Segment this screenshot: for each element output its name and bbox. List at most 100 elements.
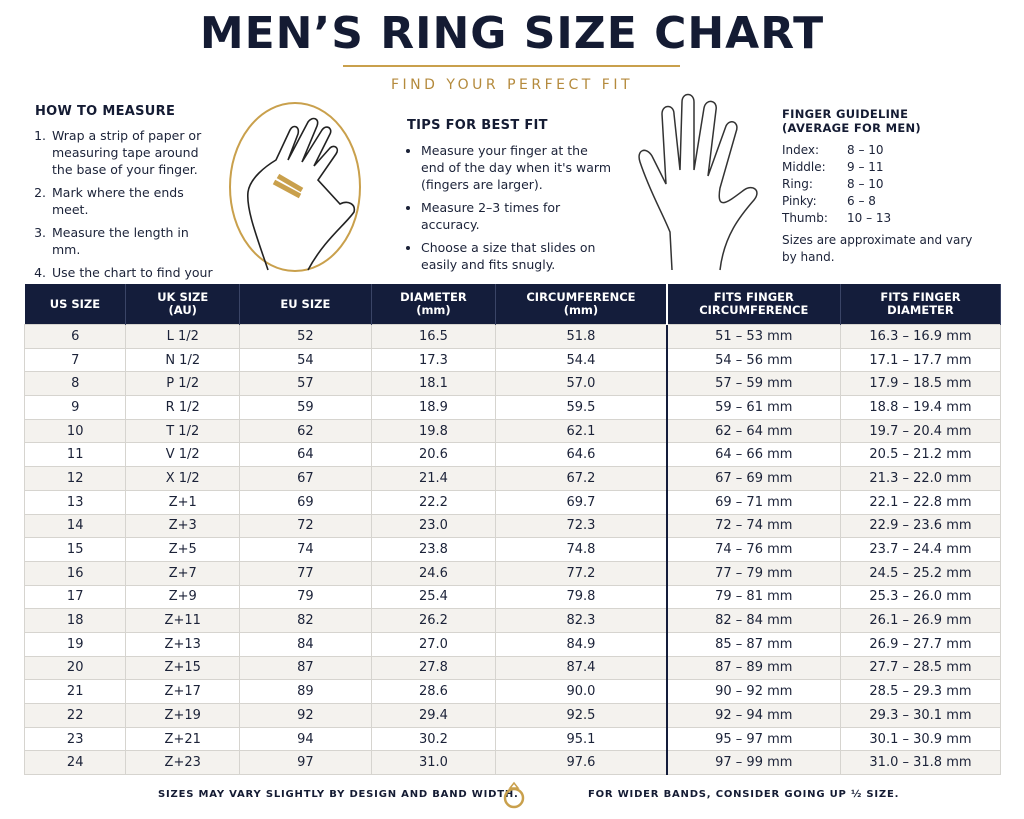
table-cell: 24.5 – 25.2 mm xyxy=(839,560,1002,586)
table-cell: 87.4 xyxy=(495,655,668,681)
table-cell: 97 xyxy=(239,750,372,776)
table-cell: 82.3 xyxy=(495,608,668,633)
table-cell: P 1/2 xyxy=(125,371,241,397)
table-cell: 31.0 – 31.8 mm xyxy=(839,750,1002,776)
step: Wrap a strip of paper or measuring tape … xyxy=(50,127,215,178)
table-cell: N 1/2 xyxy=(125,347,241,373)
table-cell: 17.9 – 18.5 mm xyxy=(839,371,1002,397)
table-row: 12 X 1/2 67 21.4 67.2 67 – 69 mm 21.3 – 22.0 m… xyxy=(23,466,1002,491)
table-row: 13 Z+1 69 22.2 69.7 69 – 71 mm 22.1 – 22.8 mm xyxy=(23,489,1002,515)
table-cell: 54.4 xyxy=(495,347,668,373)
table-cell: 19.7 – 20.4 mm xyxy=(839,418,1002,444)
hand-illustration xyxy=(638,93,758,271)
tips-list: Measure your finger at the end of the da… xyxy=(407,142,612,273)
table-row: 16 Z+7 77 24.6 77.2 77 – 79 mm 24.5 – 25.2 mm xyxy=(23,560,1002,586)
table-cell: R 1/2 xyxy=(125,395,241,420)
table-cell: 77.2 xyxy=(495,560,668,586)
table-cell: 23.8 xyxy=(370,537,497,562)
table-cell: Z+7 xyxy=(125,560,241,586)
steps: Wrap a strip of paper or measuring tape … xyxy=(35,127,215,298)
step: Measure the length in mm. xyxy=(50,224,215,258)
table-cell: 16 xyxy=(23,560,127,586)
table-cell: 67 – 69 mm xyxy=(665,466,841,491)
table-cell: 12 xyxy=(23,466,127,491)
note: Sizes are approximate and vary by hand. xyxy=(782,233,973,264)
table-cell: 21.4 xyxy=(370,466,497,491)
table-cell: 69.7 xyxy=(495,489,668,515)
guideline-row: Middle: 9 – 11 xyxy=(782,159,891,176)
table-cell: 74 – 76 mm xyxy=(665,537,841,562)
table-cell: 25.3 – 26.0 mm xyxy=(839,584,1002,610)
header-line: FITS FINGER xyxy=(713,290,794,304)
table-cell: 28.6 xyxy=(370,679,497,704)
footer-note: FOR WIDER BANDS, CONSIDER GOING UP ½ SIZ… xyxy=(588,789,900,800)
finger-guideline: FINGER GUIDELINE (AVERAGE FOR MEN) Index:… xyxy=(782,107,982,266)
table-cell: 20.6 xyxy=(370,442,497,468)
table-cell: 64 xyxy=(239,442,372,468)
table-cell: 92 xyxy=(239,703,372,728)
table-cell: 82 – 84 mm xyxy=(665,608,841,633)
size-table: US SIZE UK SIZE (AU) EU SIZE DIAMETER (mm) CIR… xyxy=(23,284,1002,776)
table-cell: 62.1 xyxy=(495,418,668,444)
table-cell: 16.3 – 16.9 mm xyxy=(839,324,1002,349)
table-cell: 95 – 97 mm xyxy=(665,726,841,752)
table-cell: X 1/2 xyxy=(125,466,241,491)
divider xyxy=(343,65,680,67)
table-row: 15 Z+5 74 23.8 74.8 74 – 76 mm 23.7 – 24.4 mm xyxy=(23,537,1002,562)
table-cell: 52 xyxy=(239,324,372,349)
guideline-cell: 9 – 11 xyxy=(847,160,884,174)
guideline-cell: Pinky: xyxy=(782,194,817,208)
section-title: TIPS FOR BEST FIT xyxy=(407,118,548,133)
table-row: 11 V 1/2 64 20.6 64.6 64 – 66 mm 20.5 – 21.2 m… xyxy=(23,442,1002,468)
table-cell: 79.8 xyxy=(495,584,668,610)
table-cell: 17 xyxy=(23,584,127,610)
table-cell: 89 xyxy=(239,679,372,704)
guideline-cell: Thumb: xyxy=(782,211,828,225)
table-cell: 84 xyxy=(239,631,372,657)
table-cell: 29.4 xyxy=(370,703,497,728)
table-cell: 30.2 xyxy=(370,726,497,752)
table-cell: 84.9 xyxy=(495,631,668,657)
table-cell: 22 xyxy=(23,703,127,728)
table-row: 10 T 1/2 62 19.8 62.1 62 – 64 mm 19.7 – 20.4 m… xyxy=(23,418,1002,444)
table-cell: 8 xyxy=(23,371,127,397)
column-header: FITS FINGER DIAMETER xyxy=(840,284,1002,325)
table-cell: Z+17 xyxy=(125,679,241,704)
table-cell: 21.3 – 22.0 mm xyxy=(839,466,1002,491)
table-row: 23 Z+21 94 30.2 95.1 95 – 97 mm 30.1 – 30.9 mm xyxy=(23,726,1002,752)
table-cell: 20 xyxy=(23,655,127,681)
column-header: FITS FINGER CIRCUMFERENCE xyxy=(665,284,841,325)
table-cell: 57 – 59 mm xyxy=(665,371,841,397)
table-cell: 31.0 xyxy=(370,750,497,776)
table-cell: Z+15 xyxy=(125,655,241,681)
table-cell: 22.1 – 22.8 mm xyxy=(839,489,1002,515)
table-cell: 57 xyxy=(239,371,372,397)
table-cell: 23.0 xyxy=(370,513,497,539)
table-cell: Z+19 xyxy=(125,703,241,728)
table-cell: 74 xyxy=(239,537,372,562)
table-cell: 69 – 71 mm xyxy=(665,489,841,515)
table-cell: 24.6 xyxy=(370,560,497,586)
table-row: 20 Z+15 87 27.8 87.4 87 – 89 mm 27.7 – 28.5 mm xyxy=(23,655,1002,681)
column-header: US SIZE xyxy=(24,284,127,325)
header-line: US SIZE xyxy=(49,296,101,311)
guideline-cell: Ring: xyxy=(782,177,813,191)
header-line: (mm) xyxy=(416,303,451,317)
table-cell: 20.5 – 21.2 mm xyxy=(839,442,1002,468)
table-cell: 18.9 xyxy=(370,395,497,420)
table-cell: 17.3 xyxy=(370,347,497,373)
table-row: 18 Z+11 82 26.2 82.3 82 – 84 mm 26.1 – 26.9 mm xyxy=(23,608,1002,633)
table-cell: 26.1 – 26.9 mm xyxy=(839,608,1002,633)
table-cell: L 1/2 xyxy=(125,324,241,349)
table-cell: 19.8 xyxy=(370,418,497,444)
table-cell: 29.3 – 30.1 mm xyxy=(839,703,1002,728)
table-cell: 87 – 89 mm xyxy=(665,655,841,681)
table-cell: 54 xyxy=(239,347,372,373)
table-cell: 72 xyxy=(239,513,372,539)
table-cell: 62 – 64 mm xyxy=(665,418,841,444)
table-cell: 51.8 xyxy=(495,324,668,349)
section-title: FINGER GUIDELINE (AVERAGE FOR MEN) xyxy=(782,107,982,135)
table-cell: 25.4 xyxy=(370,584,497,610)
table-cell: 14 xyxy=(23,513,127,539)
